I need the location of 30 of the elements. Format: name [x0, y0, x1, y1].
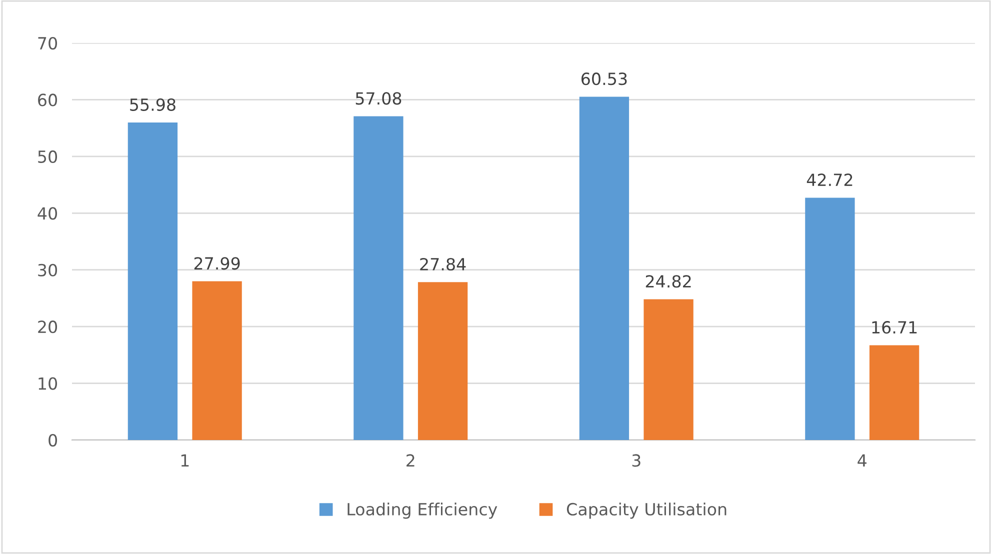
bar	[805, 198, 855, 440]
data-label: 60.53	[582, 72, 627, 86]
data-label: 27.99	[194, 257, 240, 270]
bar	[192, 281, 242, 440]
y-tick-label: 70	[38, 36, 58, 50]
y-tick-label: 40	[38, 207, 58, 220]
bar	[418, 282, 468, 440]
bar	[128, 122, 178, 440]
bar	[644, 299, 694, 440]
legend-label: Capacity Utilisation	[566, 502, 726, 519]
data-label: 27.84	[420, 258, 466, 271]
data-label: 16.71	[872, 321, 917, 334]
bar	[579, 96, 630, 440]
y-tick-label: 0	[48, 434, 58, 447]
bar	[354, 116, 404, 440]
y-tick-label: 50	[38, 150, 58, 163]
data-label: 55.98	[130, 98, 176, 111]
y-tick-label: 30	[38, 264, 58, 276]
data-label: 57.08	[356, 92, 402, 105]
y-tick-label: 60	[38, 94, 58, 106]
y-tick-label: 10	[38, 377, 58, 390]
data-label: 42.72	[806, 174, 852, 186]
y-tick-label: 20	[38, 320, 58, 334]
legend-label: Loading Efficiency	[348, 502, 498, 519]
x-tick-label: 3	[632, 454, 640, 467]
bar	[869, 345, 920, 440]
data-label: 24.82	[646, 275, 691, 288]
x-tick-label: 1	[181, 454, 189, 467]
x-tick-label: 2	[406, 454, 414, 467]
x-tick-label: 4	[858, 454, 866, 467]
